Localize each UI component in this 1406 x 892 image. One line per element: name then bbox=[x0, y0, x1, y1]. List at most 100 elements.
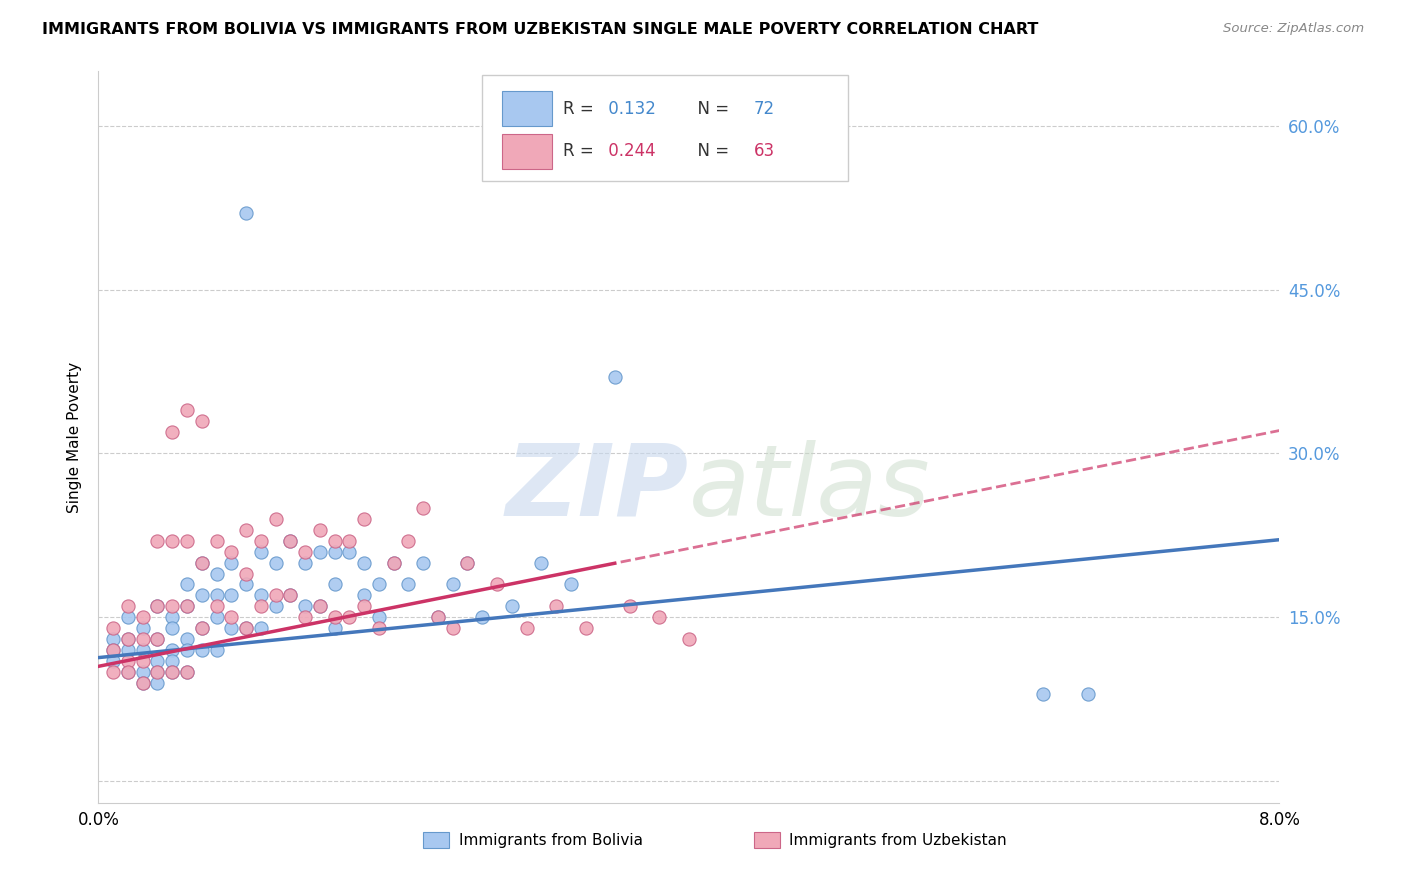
Point bbox=[146, 599, 169, 614]
Point bbox=[441, 577, 464, 591]
Point bbox=[309, 599, 332, 614]
Point bbox=[176, 632, 198, 646]
Point bbox=[648, 610, 671, 624]
Point bbox=[176, 533, 198, 548]
Point bbox=[546, 599, 568, 614]
Point bbox=[162, 610, 183, 624]
Point bbox=[162, 425, 183, 439]
Y-axis label: Single Male Poverty: Single Male Poverty bbox=[67, 361, 83, 513]
Point bbox=[294, 545, 316, 559]
Point bbox=[117, 665, 139, 679]
Point bbox=[176, 402, 198, 417]
Point bbox=[146, 632, 169, 646]
Point bbox=[264, 588, 287, 602]
Point bbox=[280, 588, 302, 602]
Point bbox=[162, 654, 183, 668]
Point bbox=[250, 599, 273, 614]
Point bbox=[368, 610, 391, 624]
Point bbox=[176, 599, 198, 614]
Point bbox=[132, 632, 155, 646]
Point bbox=[605, 370, 627, 384]
Text: Immigrants from Bolivia: Immigrants from Bolivia bbox=[458, 832, 643, 847]
Point bbox=[205, 566, 228, 581]
Point bbox=[441, 621, 464, 635]
Point bbox=[294, 556, 316, 570]
Point bbox=[398, 533, 420, 548]
Point bbox=[560, 577, 582, 591]
Point bbox=[176, 643, 198, 657]
Point bbox=[146, 533, 169, 548]
Point bbox=[235, 566, 257, 581]
Text: 63: 63 bbox=[754, 142, 775, 160]
Point bbox=[221, 556, 243, 570]
Point bbox=[117, 599, 139, 614]
Point bbox=[176, 599, 198, 614]
Point bbox=[264, 512, 287, 526]
Point bbox=[457, 556, 479, 570]
Point bbox=[382, 556, 405, 570]
Point bbox=[205, 643, 228, 657]
Point bbox=[162, 665, 183, 679]
Point bbox=[516, 621, 538, 635]
Point bbox=[250, 621, 273, 635]
Point bbox=[103, 621, 125, 635]
Point bbox=[309, 545, 332, 559]
Point bbox=[353, 512, 375, 526]
Point bbox=[294, 599, 316, 614]
Point bbox=[132, 665, 155, 679]
Point bbox=[368, 621, 391, 635]
Point bbox=[221, 621, 243, 635]
Point bbox=[205, 599, 228, 614]
Point bbox=[176, 665, 198, 679]
Point bbox=[221, 610, 243, 624]
Text: ZIP: ZIP bbox=[506, 440, 689, 537]
Point bbox=[250, 588, 273, 602]
Point bbox=[162, 621, 183, 635]
Point bbox=[309, 523, 332, 537]
Point bbox=[323, 577, 346, 591]
Point bbox=[382, 556, 405, 570]
Text: atlas: atlas bbox=[689, 440, 931, 537]
Point bbox=[471, 610, 494, 624]
Point bbox=[235, 577, 257, 591]
Point bbox=[575, 621, 598, 635]
Text: N =: N = bbox=[686, 100, 734, 118]
Point bbox=[323, 610, 346, 624]
Point bbox=[339, 545, 361, 559]
Point bbox=[191, 556, 214, 570]
FancyBboxPatch shape bbox=[502, 134, 553, 169]
Point bbox=[162, 599, 183, 614]
Point bbox=[103, 665, 125, 679]
Point bbox=[205, 533, 228, 548]
Point bbox=[176, 577, 198, 591]
Point bbox=[103, 632, 125, 646]
Text: Source: ZipAtlas.com: Source: ZipAtlas.com bbox=[1223, 22, 1364, 36]
Point bbox=[132, 621, 155, 635]
Point bbox=[132, 610, 155, 624]
Point bbox=[427, 610, 450, 624]
Point bbox=[412, 501, 434, 516]
Point bbox=[309, 599, 332, 614]
Text: R =: R = bbox=[562, 142, 599, 160]
Point bbox=[117, 643, 139, 657]
Point bbox=[103, 654, 125, 668]
Point bbox=[235, 523, 257, 537]
Text: N =: N = bbox=[686, 142, 734, 160]
Point bbox=[280, 533, 302, 548]
Point bbox=[339, 610, 361, 624]
Point bbox=[132, 654, 155, 668]
Point bbox=[235, 621, 257, 635]
Point bbox=[280, 588, 302, 602]
Point bbox=[323, 621, 346, 635]
Text: 0.132: 0.132 bbox=[603, 100, 655, 118]
Point bbox=[280, 533, 302, 548]
FancyBboxPatch shape bbox=[482, 75, 848, 181]
Point bbox=[398, 577, 420, 591]
Point bbox=[132, 675, 155, 690]
Point bbox=[191, 621, 214, 635]
Point bbox=[132, 643, 155, 657]
Point bbox=[501, 599, 523, 614]
Point bbox=[132, 675, 155, 690]
Point bbox=[117, 632, 139, 646]
Point bbox=[205, 610, 228, 624]
